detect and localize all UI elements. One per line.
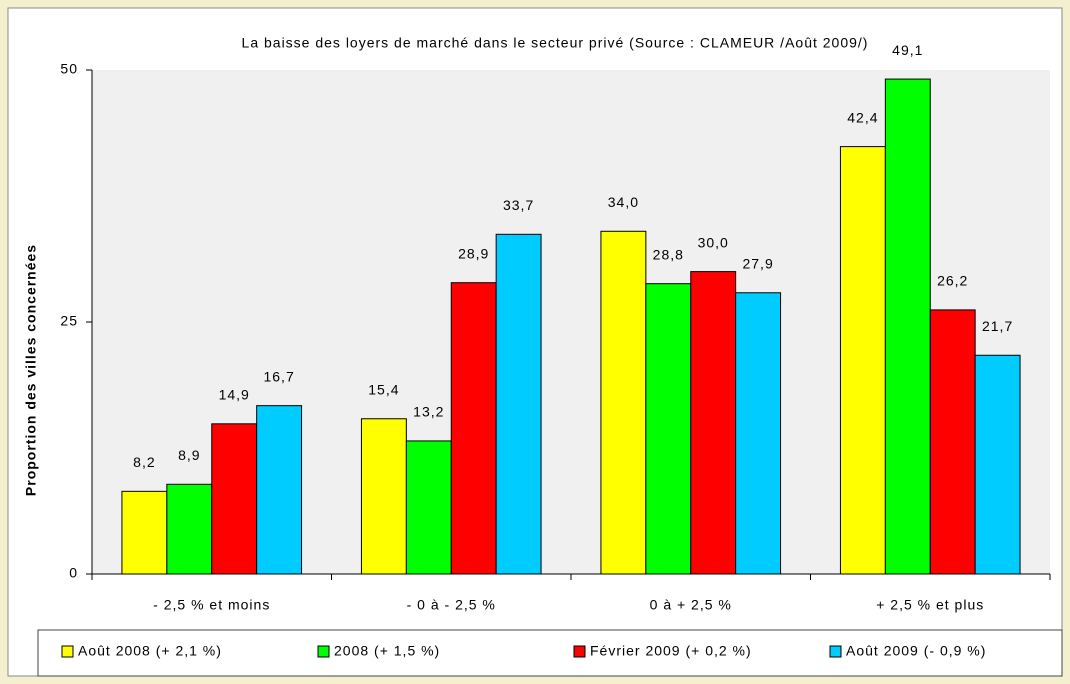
x-tick-label: 0 à + 2,5 % [650,597,732,613]
data-label: 8,2 [133,454,155,470]
bar [360,418,407,575]
data-label: 21,7 [982,318,1013,334]
legend [37,629,1063,677]
legend-label: Août 2008 (+ 2,1 %) [78,643,222,659]
x-tick-label: + 2,5 % et plus [876,597,984,613]
bar [974,354,1021,575]
legend-swatch [61,645,74,658]
legend-label: Août 2009 (- 0,9 %) [846,643,986,659]
bar [929,309,976,575]
bar [839,146,886,575]
data-label: 8,9 [178,447,200,463]
data-label: 28,9 [458,245,489,261]
data-label: 30,0 [698,234,729,250]
chart-title: La baisse des loyers de marché dans le s… [242,35,869,51]
y-tick-label: 0 [69,565,78,581]
legend-swatch [317,645,330,658]
data-label: 15,4 [368,381,399,397]
data-label: 49,1 [892,42,923,58]
y-tick-label: 25 [60,313,78,329]
bar [405,440,452,575]
bar [211,423,258,575]
bar [645,283,692,575]
data-label: 33,7 [503,197,534,213]
data-label: 42,4 [847,109,878,125]
legend-label: Février 2009 (+ 0,2 %) [590,643,752,659]
bar [121,490,168,575]
data-label: 27,9 [742,255,773,271]
data-label: 28,8 [653,246,684,262]
data-label: 14,9 [219,387,250,403]
legend-swatch [573,645,586,658]
x-tick-label: - 2,5 % et moins [153,597,270,613]
data-label: 13,2 [413,404,444,420]
data-label: 34,0 [608,194,639,210]
bar [600,230,647,575]
bar [450,282,497,575]
x-tick-label: - 0 à - 2,5 % [407,597,496,613]
bar [166,483,213,575]
y-tick-label: 50 [60,61,78,77]
y-axis-label: Proportion des villes concernées [23,244,39,496]
bar [884,78,931,575]
bar [690,271,737,575]
bar [735,292,782,575]
data-label: 26,2 [937,273,968,289]
bar [495,233,542,575]
bar [256,405,303,575]
data-label: 16,7 [263,368,294,384]
legend-label: 2008 (+ 1,5 %) [334,643,440,659]
legend-swatch [829,645,842,658]
